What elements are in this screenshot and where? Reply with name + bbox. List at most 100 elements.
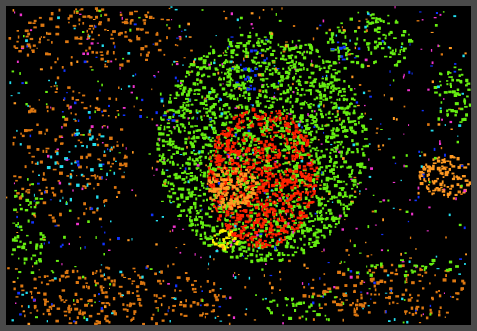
raster-speckle	[353, 290, 356, 293]
raster-speckle	[161, 139, 165, 143]
raster-speckle	[45, 147, 50, 150]
raster-speckle	[389, 31, 393, 34]
raster-speckle	[180, 313, 183, 316]
raster-noise	[250, 23, 253, 26]
raster-speckle	[313, 136, 317, 140]
raster-speckle	[334, 71, 338, 75]
raster-speckle	[247, 215, 250, 218]
raster-speckle	[157, 48, 162, 52]
raster-speckle	[283, 199, 287, 202]
raster-speckle	[46, 283, 50, 286]
raster-speckle	[40, 281, 43, 284]
raster-speckle	[288, 68, 292, 72]
raster-noise	[200, 304, 202, 307]
raster-speckle	[245, 168, 249, 171]
raster-noise	[11, 319, 14, 322]
raster-speckle	[255, 196, 259, 200]
raster-speckle	[280, 169, 283, 172]
raster-speckle	[253, 61, 256, 64]
raster-noise	[85, 318, 89, 322]
raster-speckle	[325, 135, 329, 139]
raster-noise	[169, 202, 173, 204]
raster-speckle	[226, 68, 230, 71]
raster-speckle	[315, 48, 318, 53]
raster-speckle	[84, 303, 88, 307]
raster-speckle	[242, 228, 246, 232]
raster-noise	[25, 291, 28, 294]
raster-speckle	[301, 153, 306, 156]
raster-speckle	[297, 80, 302, 83]
raster-speckle	[139, 283, 144, 285]
raster-speckle	[446, 115, 449, 117]
raster-speckle	[139, 298, 142, 302]
raster-speckle	[247, 247, 251, 251]
raster-speckle	[199, 80, 203, 84]
raster-speckle	[255, 236, 258, 240]
raster-speckle	[269, 202, 273, 207]
raster-speckle	[243, 172, 248, 176]
raster-noise	[381, 233, 384, 236]
raster-speckle	[329, 96, 331, 99]
raster-speckle	[310, 220, 315, 222]
raster-speckle	[255, 207, 258, 210]
raster-noise	[370, 167, 373, 170]
raster-speckle	[209, 224, 211, 228]
raster-speckle	[427, 169, 431, 173]
raster-speckle	[260, 256, 263, 260]
raster-noise	[381, 40, 384, 43]
raster-speckle	[433, 179, 438, 183]
raster-noise	[220, 112, 224, 116]
raster-speckle	[131, 292, 134, 294]
raster-speckle	[266, 214, 269, 218]
raster-speckle	[193, 162, 198, 166]
raster-noise	[204, 97, 207, 100]
raster-speckle	[331, 41, 334, 44]
raster-speckle	[312, 292, 316, 296]
raster-speckle	[356, 163, 359, 166]
raster-speckle	[246, 156, 248, 159]
raster-speckle	[226, 115, 229, 119]
raster-noise	[31, 161, 34, 164]
raster-speckle	[250, 226, 253, 229]
raster-speckle	[205, 103, 208, 107]
raster-noise	[169, 230, 171, 233]
raster-noise	[61, 126, 63, 129]
raster-noise	[235, 222, 238, 224]
raster-noise	[395, 268, 398, 272]
raster-speckle	[335, 161, 338, 164]
raster-speckle	[389, 51, 393, 55]
raster-speckle	[275, 179, 278, 183]
raster-speckle	[238, 120, 241, 124]
raster-noise	[286, 197, 288, 200]
raster-noise	[440, 147, 443, 150]
raster-noise	[236, 18, 239, 22]
raster-speckle	[300, 238, 302, 241]
raster-noise	[188, 136, 190, 140]
raster-speckle	[58, 135, 63, 138]
raster-speckle	[232, 135, 235, 137]
raster-speckle	[282, 184, 287, 187]
raster-speckle	[236, 200, 240, 203]
raster-noise	[109, 287, 110, 289]
raster-speckle	[233, 97, 237, 101]
raster-speckle	[255, 161, 259, 164]
raster-speckle	[78, 165, 82, 169]
raster-noise	[422, 173, 425, 176]
raster-speckle	[335, 147, 337, 151]
raster-speckle	[390, 263, 394, 267]
raster-speckle	[246, 117, 250, 121]
raster-speckle	[39, 251, 42, 255]
raster-speckle	[69, 197, 72, 202]
raster-speckle	[162, 183, 166, 187]
raster-speckle	[290, 110, 294, 114]
raster-speckle	[145, 31, 149, 34]
raster-speckle	[263, 257, 267, 261]
raster-speckle	[320, 115, 324, 119]
raster-speckle	[252, 221, 257, 225]
raster-speckle	[280, 112, 282, 116]
raster-speckle	[286, 254, 290, 257]
raster-speckle	[263, 211, 267, 214]
raster-speckle	[229, 77, 233, 81]
raster-speckle	[204, 212, 209, 216]
raster-speckle	[244, 82, 247, 85]
